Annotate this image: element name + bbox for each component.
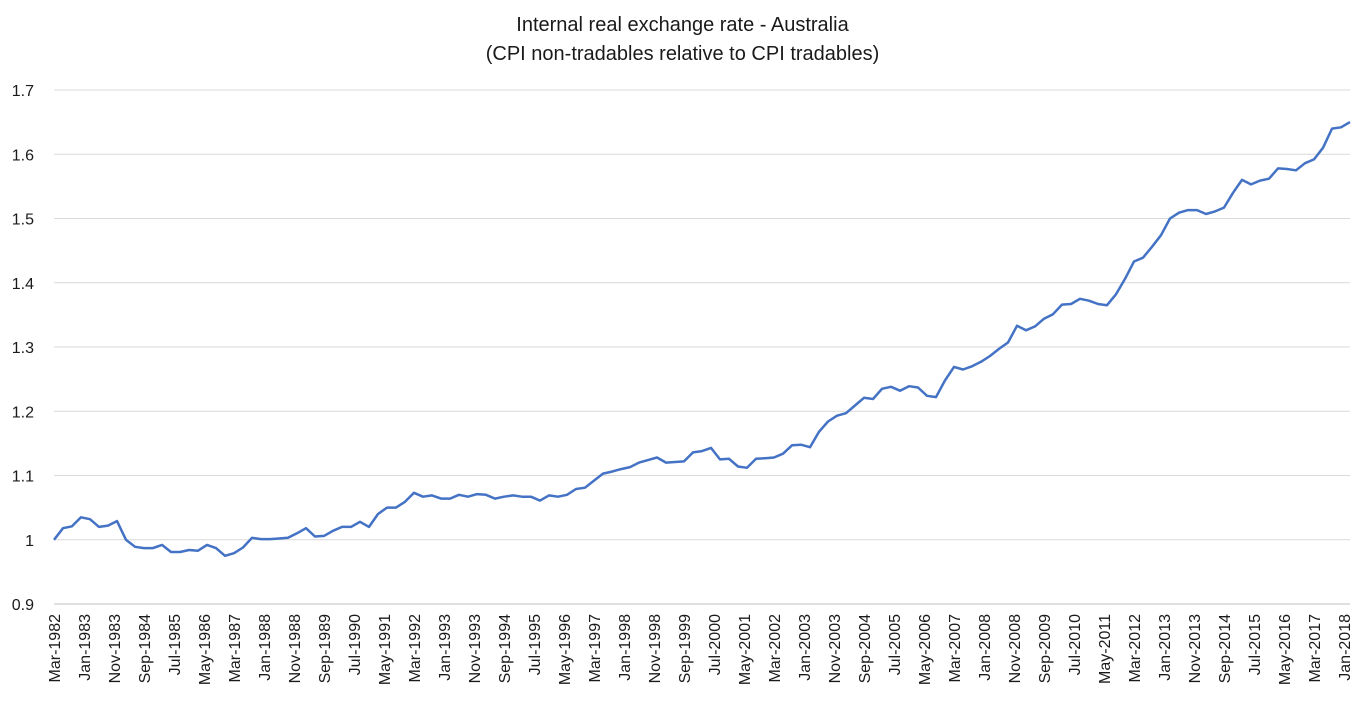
x-tick-label: Sep-1984 (137, 614, 154, 683)
y-tick-label: 1.5 (12, 212, 34, 229)
x-tick-label: Jan-2018 (1337, 614, 1354, 681)
x-tick-label: Mar-2007 (947, 614, 964, 683)
x-tick-label: Jan-2003 (797, 614, 814, 681)
x-tick-label: Mar-1992 (407, 614, 424, 683)
x-tick-label: Jan-2013 (1157, 614, 1174, 681)
x-tick-label: Jul-2015 (1247, 614, 1264, 675)
y-tick-label: 1.6 (12, 147, 34, 164)
y-tick-label: 1.4 (12, 276, 34, 293)
y-tick-label: 1.7 (12, 83, 34, 100)
x-tick-label: Jul-1990 (347, 614, 364, 675)
x-tick-label: Mar-2012 (1127, 614, 1144, 683)
x-tick-label: Jan-1993 (437, 614, 454, 681)
x-tick-label: Jul-2010 (1067, 614, 1084, 675)
x-tick-label: Sep-1994 (497, 614, 514, 683)
x-tick-label: Nov-1988 (287, 614, 304, 683)
x-tick-label: Jan-2008 (977, 614, 994, 681)
x-tick-label: Mar-2002 (767, 614, 784, 683)
x-tick-label: Jul-1985 (167, 614, 184, 675)
x-tick-label: Mar-1987 (227, 614, 244, 683)
x-tick-label: Jul-1995 (527, 614, 544, 675)
series-line-layer (53, 121, 1351, 558)
x-tick-label: Mar-1997 (587, 614, 604, 683)
x-tick-label: Nov-1983 (107, 614, 124, 683)
y-axis-tick-labels: 0.9 1 1.1 1.2 1.3 1.4 1.5 1.6 1.7 (12, 83, 34, 614)
x-tick-label: May-2006 (917, 614, 934, 685)
x-tick-label: Jan-1998 (617, 614, 634, 681)
x-tick-label: Jan-1983 (77, 614, 94, 681)
x-tick-label: Mar-2017 (1307, 614, 1324, 683)
series-line (53, 121, 1351, 558)
x-tick-label: Nov-1993 (467, 614, 484, 683)
x-tick-label: Sep-2014 (1217, 614, 1234, 683)
y-tick-label: 1 (25, 533, 34, 550)
x-tick-label: Jul-2000 (707, 614, 724, 675)
x-tick-label: Sep-1999 (677, 614, 694, 683)
x-tick-label: Mar-1982 (47, 614, 64, 683)
x-tick-label: Jan-1988 (257, 614, 274, 681)
y-tick-label: 1.1 (12, 469, 34, 486)
x-tick-label: Sep-2004 (857, 614, 874, 683)
y-tick-label: 0.9 (12, 597, 34, 614)
y-tick-label: 1.2 (12, 404, 34, 421)
chart-title: Internal real exchange rate - Australia (516, 14, 849, 36)
x-tick-label: Sep-1989 (317, 614, 334, 683)
y-tick-label: 1.3 (12, 340, 34, 357)
x-tick-label: Nov-2013 (1187, 614, 1204, 683)
x-axis-tick-labels: Mar-1982 Jan-1983 Nov-1983 Sep-1984 Jul-1985… (47, 614, 1354, 685)
gridlines (54, 89, 1350, 605)
x-tick-label: May-1991 (377, 614, 394, 685)
x-tick-label: Jul-2005 (887, 614, 904, 675)
x-tick-label: May-2016 (1277, 614, 1294, 685)
x-tick-label: May-1996 (557, 614, 574, 685)
x-tick-label: May-1986 (197, 614, 214, 685)
x-tick-label: Nov-2003 (827, 614, 844, 683)
chart-subtitle: (CPI non-tradables relative to CPI trada… (485, 43, 880, 65)
x-tick-label: Nov-1998 (647, 614, 664, 683)
x-tick-label: May-2001 (737, 614, 754, 685)
x-tick-label: Sep-2009 (1037, 614, 1054, 683)
x-tick-label: Nov-2008 (1007, 614, 1024, 683)
x-tick-label: May-2011 (1097, 614, 1114, 684)
